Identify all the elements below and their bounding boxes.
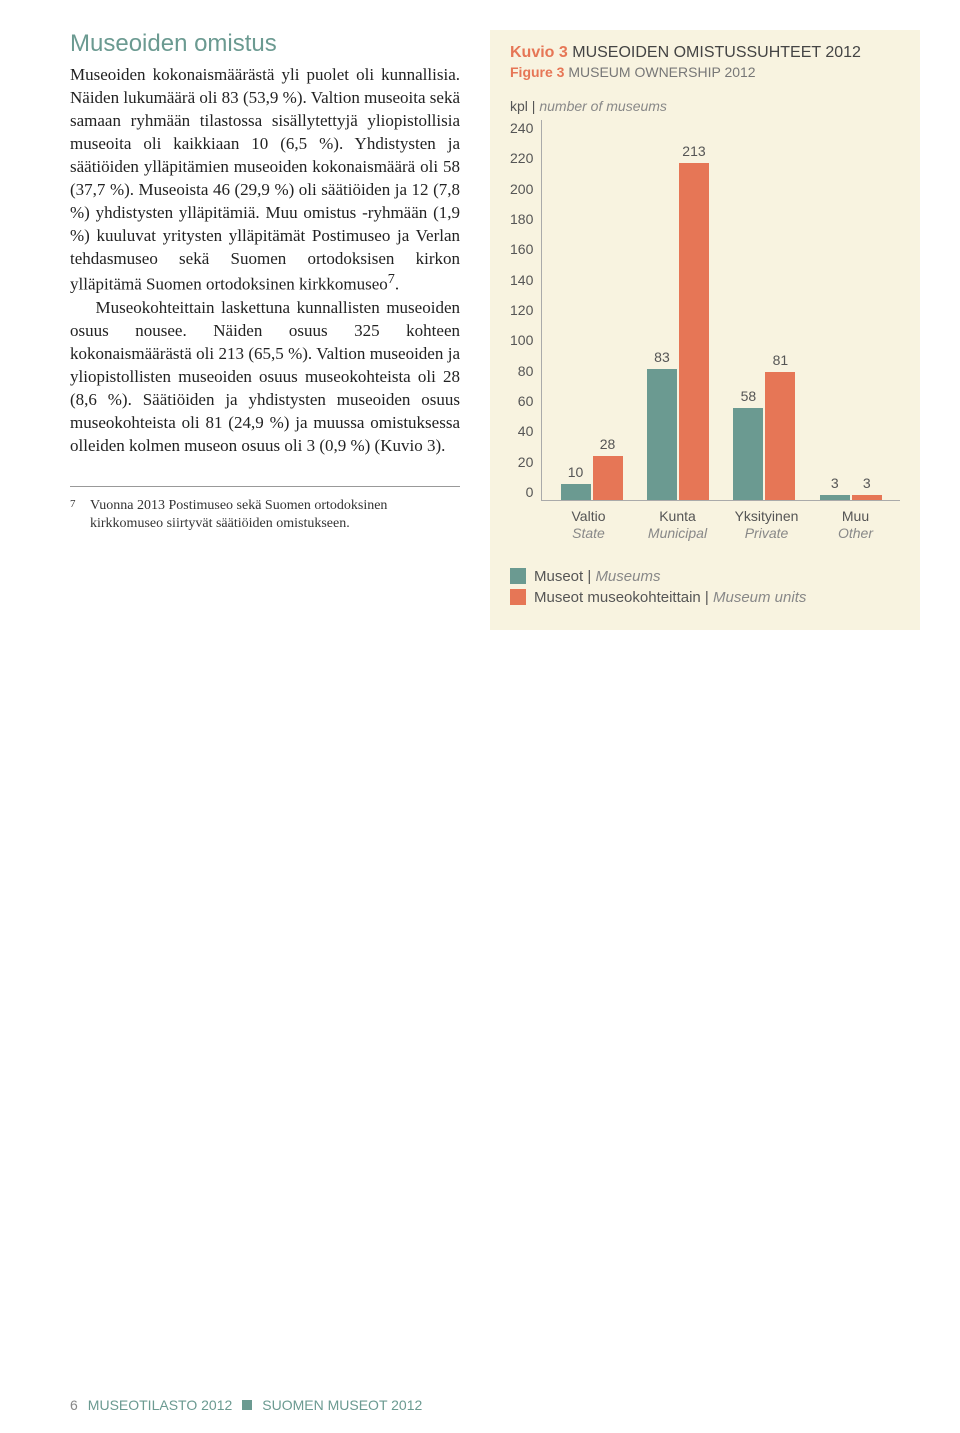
bar-value: 10: [561, 464, 591, 480]
footnote-marker: 7: [70, 497, 80, 533]
footnote-separator: [70, 486, 460, 487]
bar-value: 28: [593, 436, 623, 452]
y-tick: 160: [510, 241, 533, 257]
bar: 28: [593, 456, 623, 500]
footnote: 7 Vuonna 2013 Postimuseo sekä Suomen ort…: [70, 497, 460, 533]
bar-group: 1028: [561, 456, 623, 500]
chart-subtitle: Figure 3 MUSEUM OWNERSHIP 2012: [510, 64, 900, 80]
paragraph-1: Museoiden kokonaismäärästä yli puolet ol…: [70, 65, 460, 294]
page-number: 6: [70, 1397, 78, 1413]
footer-left: MUSEOTILASTO 2012: [88, 1397, 232, 1413]
x-label: MuuOther: [823, 508, 889, 542]
y-tick: 0: [526, 484, 534, 500]
chart-plot: 102883213588133: [541, 120, 900, 501]
page-footer: 6 MUSEOTILASTO 2012 SUOMEN MUSEOT 2012: [70, 1397, 422, 1413]
bar-group: 33: [820, 495, 882, 500]
bar: 58: [733, 408, 763, 500]
y-tick: 140: [510, 272, 533, 288]
y-tick: 240: [510, 120, 533, 136]
y-tick: 40: [518, 423, 534, 439]
footnote-ref: 7: [388, 271, 395, 287]
bar-value: 3: [820, 475, 850, 491]
bar-value: 81: [765, 352, 795, 368]
bar-group: 83213: [647, 163, 709, 500]
text-column: Museoiden omistus Museoiden kokonaismäär…: [70, 30, 460, 630]
y-tick: 220: [510, 150, 533, 166]
legend-swatch: [510, 568, 526, 584]
bar-value: 83: [647, 349, 677, 365]
chart-area: 240220200180160140120100806040200 102883…: [510, 120, 900, 500]
bar-group: 5881: [733, 372, 795, 500]
y-axis: 240220200180160140120100806040200: [510, 120, 541, 500]
y-axis-label: kpl | number of museums: [510, 98, 900, 114]
bar: 10: [561, 484, 591, 500]
footnote-text: Vuonna 2013 Postimuseo sekä Suomen ortod…: [90, 497, 460, 533]
chart-title: Kuvio 3 MUSEOIDEN OMISTUSSUHTEET 2012: [510, 44, 900, 62]
bar-value: 58: [733, 388, 763, 404]
y-tick: 80: [518, 363, 534, 379]
x-label: YksityinenPrivate: [734, 508, 800, 542]
x-axis: ValtioState KuntaMunicipal YksityinenPriva…: [544, 508, 900, 542]
paragraph-2: Museokohteittain laskettuna kunnallisten…: [70, 297, 460, 458]
section-heading: Museoiden omistus: [70, 30, 460, 58]
bar-value: 213: [679, 143, 709, 159]
y-tick: 120: [510, 302, 533, 318]
legend-item: Museot museokohteittain | Museum units: [510, 589, 900, 606]
chart-legend: Museot | Museums Museot museokohteittain…: [510, 568, 900, 606]
legend-swatch: [510, 589, 526, 605]
y-tick: 200: [510, 181, 533, 197]
y-tick: 180: [510, 211, 533, 227]
bar-value: 3: [852, 475, 882, 491]
y-tick: 20: [518, 454, 534, 470]
footer-square-icon: [242, 1400, 252, 1410]
bar: 83: [647, 369, 677, 500]
x-label: ValtioState: [556, 508, 622, 542]
bar: 3: [852, 495, 882, 500]
x-label: KuntaMunicipal: [645, 508, 711, 542]
y-tick: 60: [518, 393, 534, 409]
bar: 213: [679, 163, 709, 500]
footer-right: SUOMEN MUSEOT 2012: [262, 1397, 422, 1413]
body-text: Museoiden kokonaismäärästä yli puolet ol…: [70, 64, 460, 458]
legend-item: Museot | Museums: [510, 568, 900, 585]
bar: 3: [820, 495, 850, 500]
chart-panel: Kuvio 3 MUSEOIDEN OMISTUSSUHTEET 2012 Fi…: [490, 30, 920, 630]
y-tick: 100: [510, 332, 533, 348]
bar: 81: [765, 372, 795, 500]
